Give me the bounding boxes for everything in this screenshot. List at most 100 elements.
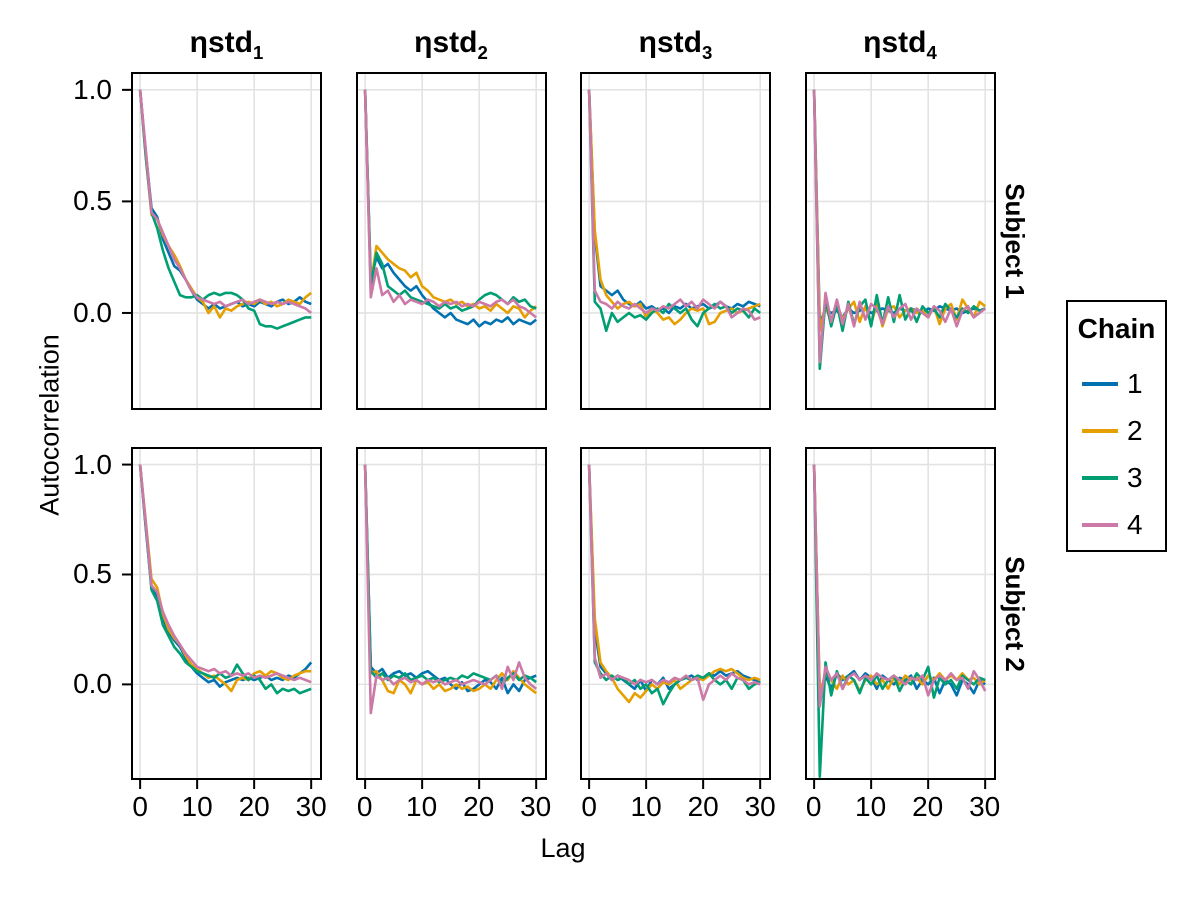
legend-entry-label: 4 xyxy=(1127,508,1143,540)
facet-title-subscript: 4 xyxy=(926,42,937,63)
acf-line-chain-1 xyxy=(587,464,761,693)
facet-plot-area xyxy=(580,447,771,789)
facet-panel xyxy=(804,72,996,410)
x-tick-label: 10 xyxy=(406,791,438,822)
acf-line-chain-2 xyxy=(812,464,986,695)
acf-line-chain-2 xyxy=(587,89,761,326)
acf-line-chain-4 xyxy=(587,89,761,321)
acf-line-chain-3 xyxy=(363,89,537,312)
y-tick-label: 1.0 xyxy=(73,448,112,480)
facet-title-subscript: 1 xyxy=(252,42,264,63)
facet-panel xyxy=(355,447,547,789)
x-tick-label: 0 xyxy=(132,791,148,822)
acf-line-chain-3 xyxy=(138,464,312,695)
legend: Chain 1 2 3 4 xyxy=(1066,300,1167,552)
legend-entry: 2 xyxy=(1068,407,1165,454)
acf-line-chain-3 xyxy=(138,89,312,330)
facet-plot-area xyxy=(580,72,771,410)
facet-column-title: ηstd2 xyxy=(356,26,547,70)
legend-line-chain-4 xyxy=(1082,522,1118,527)
y-tick-label: 1.0 xyxy=(73,73,112,105)
acf-line-chain-3 xyxy=(812,89,986,371)
facet-column-title: ηstd3 xyxy=(580,26,771,70)
facet-title-subscript: 2 xyxy=(477,42,488,63)
acf-line-chain-1 xyxy=(812,89,986,326)
legend-entry: 4 xyxy=(1068,501,1165,548)
facet-plot-area xyxy=(355,447,547,789)
facet-panel xyxy=(580,72,771,410)
facet-panel xyxy=(122,447,322,789)
facet-title-base: ηstd xyxy=(863,26,927,59)
x-tick-label: 20 xyxy=(687,791,719,822)
x-tick-label: 0 xyxy=(356,791,373,822)
x-tick-label: 20 xyxy=(912,791,944,822)
x-tick-label: 0 xyxy=(805,791,822,822)
legend-entries: 1 2 3 4 xyxy=(1068,360,1165,548)
acf-line-chain-1 xyxy=(138,89,312,310)
facet-panel xyxy=(122,72,322,410)
acf-line-chain-3 xyxy=(587,464,761,706)
facet-title-base: ηstd xyxy=(638,26,702,59)
acf-line-chain-2 xyxy=(138,89,312,319)
facet-title-base: ηstd xyxy=(189,26,253,59)
x-tick-label: 20 xyxy=(238,791,270,822)
legend-entry: 3 xyxy=(1068,454,1165,501)
acf-line-chain-2 xyxy=(587,464,761,704)
legend-line-chain-3 xyxy=(1082,475,1118,480)
acf-line-chain-4 xyxy=(138,464,312,684)
acf-line-chain-1 xyxy=(138,464,313,688)
facet-plot-area xyxy=(355,72,547,410)
legend-entry: 1 xyxy=(1068,360,1165,407)
x-tick-label: 30 xyxy=(744,791,776,822)
acf-line-chain-2 xyxy=(363,464,537,695)
x-tick-label: 30 xyxy=(969,791,1001,822)
facet-column-title: ηstd1 xyxy=(131,26,322,70)
y-axis-label: Autocorrelation xyxy=(34,334,65,516)
x-tick-label: 10 xyxy=(181,791,213,822)
facet-plot-area xyxy=(122,447,322,789)
x-axis-label: Lag xyxy=(540,833,586,863)
y-tick-label: 0.5 xyxy=(73,558,112,590)
y-tick-label: 0.5 xyxy=(73,185,112,217)
acf-line-chain-3 xyxy=(363,464,537,686)
facet-title-subscript: 3 xyxy=(701,42,713,63)
x-tick-label: 10 xyxy=(855,791,887,822)
facet-row-label: Subject 1 xyxy=(1000,183,1030,299)
facet-column-title: ηstd4 xyxy=(805,26,996,70)
acf-line-chain-3 xyxy=(587,89,762,333)
acf-line-chain-3 xyxy=(812,464,986,779)
x-tick-label: 30 xyxy=(520,791,552,822)
acf-line-chain-4 xyxy=(363,464,537,715)
legend-entry-label: 1 xyxy=(1127,367,1143,399)
legend-title: Chain xyxy=(1077,313,1156,344)
acf-line-chain-1 xyxy=(363,464,537,695)
facet-plot-area xyxy=(122,72,322,410)
acf-line-chain-4 xyxy=(363,89,537,319)
acf-line-chain-4 xyxy=(812,89,986,364)
facet-plot-area xyxy=(804,447,996,789)
facet-title-base: ηstd xyxy=(414,26,478,59)
x-tick-label: 20 xyxy=(463,791,495,822)
x-tick-label: 10 xyxy=(630,791,662,822)
x-tick-label: 0 xyxy=(581,791,597,822)
facet-row-label: Subject 2 xyxy=(1000,555,1030,672)
y-tick-label: 0.0 xyxy=(73,668,112,700)
y-tick-label: 0.0 xyxy=(73,296,112,328)
acf-line-chain-4 xyxy=(587,464,761,702)
facet-panel xyxy=(804,447,996,789)
acf-line-chain-4 xyxy=(812,464,986,708)
legend-line-chain-1 xyxy=(1082,381,1118,386)
legend-entry-label: 2 xyxy=(1127,414,1143,446)
facet-plot-area xyxy=(804,72,996,410)
acf-line-chain-1 xyxy=(363,89,537,328)
facet-panel xyxy=(580,447,771,789)
facet-panel xyxy=(355,72,547,410)
acf-line-chain-4 xyxy=(138,89,313,315)
x-tick-label: 30 xyxy=(295,791,327,822)
acf-line-chain-2 xyxy=(138,464,312,693)
acf-line-chain-2 xyxy=(363,89,537,319)
legend-line-chain-2 xyxy=(1082,428,1118,433)
legend-entry-label: 3 xyxy=(1127,461,1143,493)
acf-line-chain-1 xyxy=(812,464,986,699)
